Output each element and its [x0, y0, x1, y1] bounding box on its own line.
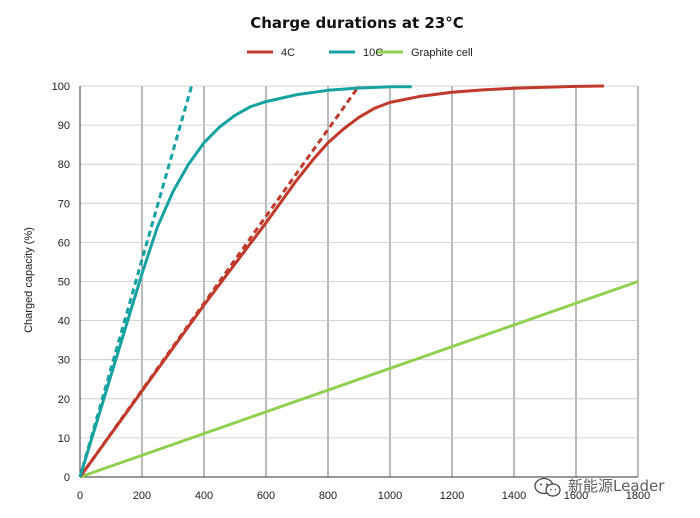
x-tick-label: 1800 — [626, 490, 650, 502]
legend-label: 4C — [281, 47, 295, 59]
y-tick-label: 0 — [64, 472, 70, 484]
watermark: 新能源Leader — [534, 477, 665, 497]
legend: 4C 10C Graphite cell — [247, 47, 473, 59]
series-line-4c — [78, 84, 604, 478]
legend-item-10c: 10C — [329, 47, 383, 59]
y-tick-label: 100 — [52, 81, 70, 93]
grid — [80, 85, 639, 477]
y-tick-label: 70 — [58, 198, 70, 210]
y-axis-label: Charged capacity (%) — [23, 227, 35, 333]
y-tick-label: 10 — [58, 433, 70, 445]
wechat-icon — [534, 477, 561, 497]
x-tick-label: 1600 — [564, 490, 588, 502]
series-line-graphite-cell — [79, 280, 639, 479]
x-tick-label: 600 — [257, 490, 275, 502]
y-tick-label: 60 — [58, 237, 70, 249]
axes: 0 200 400 600 800 1000 1200 1400 1600 1800 0 10 20 30… — [52, 81, 651, 502]
y-tick-label: 50 — [58, 277, 70, 289]
series-line-10c-trend — [78, 85, 194, 478]
y-tick-label: 30 — [58, 355, 70, 367]
chart-title: Charge durations at 23°C — [250, 14, 464, 32]
x-tick-label: 1400 — [502, 490, 526, 502]
legend-label: 10C — [363, 47, 383, 59]
x-tick-label: 200 — [133, 490, 151, 502]
x-tick-label: 800 — [319, 490, 337, 502]
series-layer — [78, 84, 639, 479]
x-tick-label: 1000 — [378, 490, 402, 502]
x-tick-label: 1200 — [440, 490, 464, 502]
y-tick-label: 20 — [58, 394, 70, 406]
series-line-10c — [78, 85, 412, 478]
legend-label: Graphite cell — [411, 47, 473, 59]
x-tick-label: 400 — [195, 490, 213, 502]
y-tick-label: 90 — [58, 120, 70, 132]
y-tick-label: 40 — [58, 316, 70, 328]
x-tick-label: 0 — [77, 490, 83, 502]
legend-item-graphite-cell: Graphite cell — [377, 47, 473, 59]
watermark-text: 新能源Leader — [568, 477, 665, 495]
legend-item-4c: 4C — [247, 47, 295, 59]
y-tick-label: 80 — [58, 159, 70, 171]
